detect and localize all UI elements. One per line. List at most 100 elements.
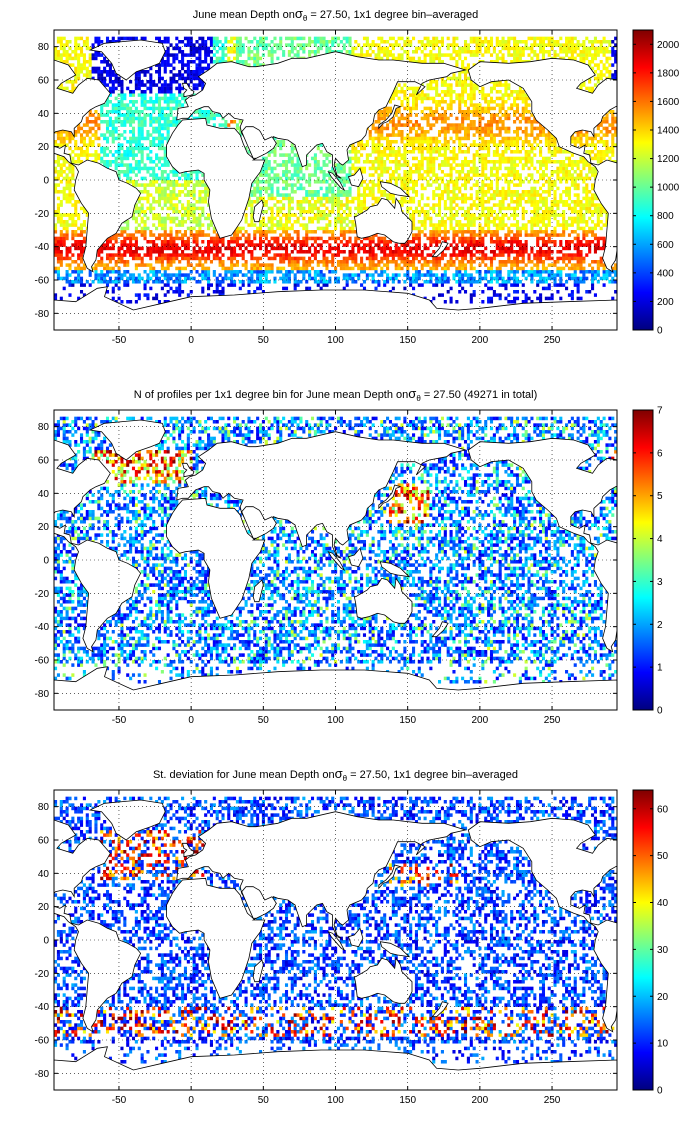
heatmap-cell	[469, 170, 473, 174]
heatmap-cell	[169, 196, 173, 201]
heatmap-cell	[247, 276, 251, 281]
heatmap-cell	[461, 143, 465, 147]
heatmap-cell	[250, 193, 254, 197]
heatmap-cell	[443, 270, 447, 274]
heatmap-cell	[175, 290, 179, 294]
heatmap-cell	[77, 160, 81, 164]
heatmap-cell	[515, 296, 520, 301]
heatmap-cell	[397, 263, 401, 267]
heatmap-cell	[524, 160, 528, 164]
heatmap-cell	[432, 170, 436, 174]
heatmap-cell	[495, 236, 499, 241]
heatmap-cell	[409, 126, 413, 131]
heatmap-cell	[380, 250, 384, 254]
heatmap-cell	[437, 230, 442, 234]
heatmap-cell	[160, 113, 164, 117]
heatmap-cell	[492, 140, 496, 144]
heatmap-cell	[169, 253, 173, 257]
heatmap-cell	[452, 213, 456, 217]
heatmap-cell	[412, 183, 416, 187]
heatmap-cell	[192, 240, 196, 244]
heatmap-cell	[374, 126, 378, 131]
heatmap-cell	[247, 243, 251, 247]
heatmap-cell	[383, 153, 387, 157]
heatmap-cell	[192, 216, 196, 221]
heatmap-cell	[160, 253, 164, 257]
heatmap-cell	[129, 130, 133, 134]
heatmap-cell	[478, 120, 482, 124]
heatmap-cell	[258, 186, 263, 191]
heatmap-cell	[267, 176, 271, 181]
heatmap-cell	[585, 173, 589, 177]
heatmap-cell	[539, 213, 543, 217]
heatmap-cell	[437, 263, 442, 267]
heatmap-cell	[201, 183, 205, 187]
heatmap-cell	[238, 230, 242, 234]
heatmap-cell	[296, 163, 300, 167]
heatmap-cell	[322, 213, 326, 217]
heatmap-cell	[391, 123, 395, 127]
heatmap-cell	[108, 246, 112, 251]
heatmap-cell	[579, 203, 583, 207]
heatmap-cell	[487, 300, 491, 304]
heatmap-cell	[123, 123, 127, 127]
heatmap-cell	[463, 186, 468, 191]
heatmap-cell	[371, 256, 375, 261]
heatmap-cell	[593, 276, 597, 281]
heatmap-cell	[157, 183, 162, 187]
heatmap-cell	[530, 280, 534, 284]
heatmap-cell	[360, 166, 364, 171]
heatmap-cell	[377, 150, 381, 154]
heatmap-cell	[258, 266, 263, 271]
heatmap-cell	[541, 126, 546, 131]
heatmap-cell	[143, 186, 147, 191]
heatmap-cell	[279, 260, 283, 264]
heatmap-cell	[409, 200, 413, 204]
heatmap-cell	[310, 210, 315, 214]
heatmap-cell	[533, 190, 537, 194]
heatmap-cell	[469, 160, 473, 164]
heatmap-cell	[238, 280, 242, 284]
heatmap-cell	[608, 146, 612, 151]
heatmap-cell	[250, 266, 254, 271]
heatmap-cell	[305, 233, 309, 237]
heatmap-cell	[437, 220, 442, 224]
heatmap-cell	[498, 236, 502, 241]
heatmap-cell	[313, 193, 317, 197]
heatmap-cell	[91, 140, 95, 144]
heatmap-cell	[126, 150, 130, 154]
heatmap-cell	[513, 296, 517, 301]
heatmap-cell	[143, 120, 147, 124]
heatmap-cell	[253, 236, 257, 241]
heatmap-cell	[238, 286, 242, 291]
heatmap-cell	[322, 276, 326, 281]
heatmap-cell	[334, 223, 338, 227]
heatmap-cell	[114, 253, 118, 257]
heatmap-cell	[573, 263, 577, 267]
heatmap-cell	[412, 286, 416, 291]
heatmap-cell	[611, 120, 615, 124]
heatmap-cell	[313, 213, 317, 217]
heatmap-cell	[495, 160, 499, 164]
heatmap-cell	[65, 246, 69, 251]
heatmap-cell	[437, 176, 442, 181]
heatmap-cell	[79, 250, 84, 254]
heatmap-cell	[290, 250, 294, 254]
heatmap-cell	[143, 123, 147, 127]
heatmap-cell	[310, 173, 315, 177]
heatmap-cell	[79, 253, 84, 257]
heatmap-cell	[550, 186, 554, 191]
heatmap-cell	[253, 186, 257, 191]
heatmap-cell	[435, 143, 439, 147]
heatmap-cell	[521, 190, 525, 194]
heatmap-cell	[77, 240, 81, 244]
heatmap-cell	[377, 156, 381, 161]
heatmap-cell	[62, 286, 66, 291]
heatmap-cell	[152, 160, 156, 164]
heatmap-cell	[163, 126, 167, 131]
heatmap-cell	[68, 213, 72, 217]
heatmap-cell	[377, 200, 381, 204]
heatmap-cell	[498, 130, 502, 134]
heatmap-cell	[394, 113, 398, 117]
heatmap-cell	[481, 170, 485, 174]
